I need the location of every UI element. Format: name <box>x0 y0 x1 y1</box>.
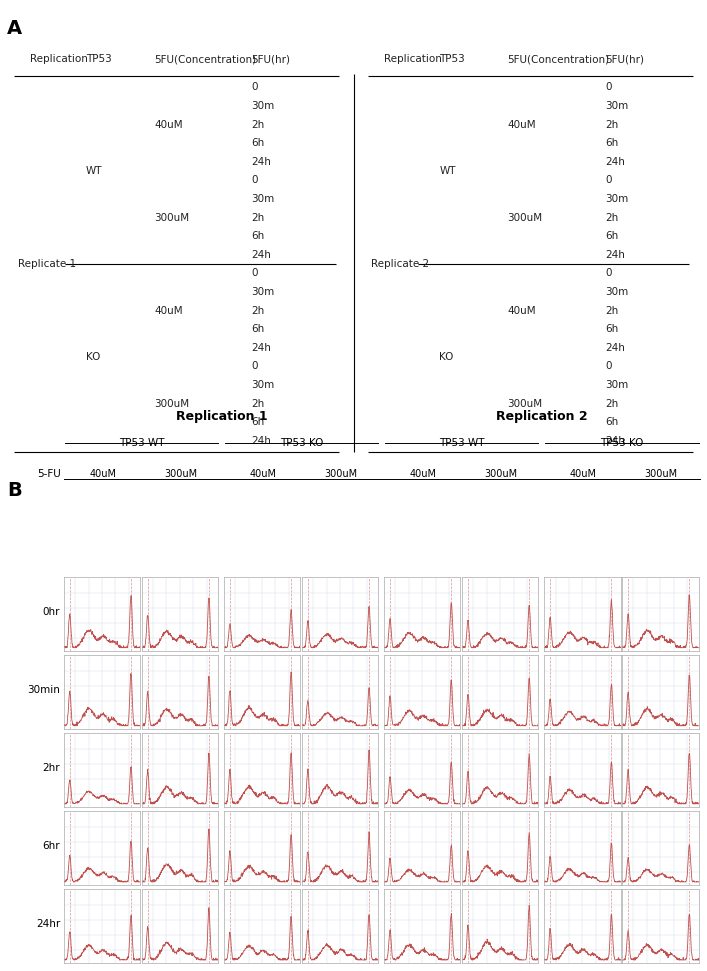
Text: TP53 KO: TP53 KO <box>600 438 643 449</box>
Text: 2h: 2h <box>252 119 265 130</box>
Text: 0: 0 <box>252 361 258 372</box>
Text: 300uM: 300uM <box>164 469 197 479</box>
Text: 0hr: 0hr <box>42 607 60 617</box>
Text: B: B <box>7 481 22 500</box>
Text: 6h: 6h <box>252 418 265 427</box>
Text: 24h: 24h <box>252 343 271 352</box>
Text: 40uM: 40uM <box>154 119 182 130</box>
Text: 300uM: 300uM <box>508 399 542 409</box>
Text: 30m: 30m <box>605 101 629 111</box>
Text: 5-FU: 5-FU <box>37 469 61 479</box>
Text: 30m: 30m <box>605 287 629 297</box>
Text: 2h: 2h <box>605 306 619 316</box>
Text: 0: 0 <box>252 176 258 185</box>
Text: 30m: 30m <box>605 194 629 204</box>
Text: 0: 0 <box>605 268 612 279</box>
Text: 40uM: 40uM <box>154 306 182 316</box>
Text: WT: WT <box>439 166 456 176</box>
Text: Replication: Replication <box>30 54 88 64</box>
Text: 2h: 2h <box>605 119 619 130</box>
Text: 6h: 6h <box>605 418 619 427</box>
Text: 300uM: 300uM <box>484 469 518 479</box>
Text: 30min: 30min <box>28 685 60 695</box>
Text: TP53: TP53 <box>439 54 465 64</box>
Text: 300uM: 300uM <box>508 213 542 222</box>
Text: 40uM: 40uM <box>508 306 536 316</box>
Text: WT: WT <box>86 166 103 176</box>
Text: 24h: 24h <box>252 436 271 446</box>
Text: 6h: 6h <box>252 324 265 334</box>
Text: A: A <box>7 18 22 38</box>
Text: 5FU(Concentration): 5FU(Concentration) <box>154 54 256 64</box>
Text: 24h: 24h <box>252 157 271 167</box>
Text: 0: 0 <box>605 83 612 92</box>
Text: 2h: 2h <box>252 213 265 222</box>
Text: 6h: 6h <box>252 231 265 241</box>
Text: 0: 0 <box>605 361 612 372</box>
Text: 24h: 24h <box>605 250 625 260</box>
Text: 40uM: 40uM <box>409 469 436 479</box>
Text: 2h: 2h <box>605 399 619 409</box>
Text: KO: KO <box>439 352 454 362</box>
Text: 24h: 24h <box>605 436 625 446</box>
Text: 2h: 2h <box>605 213 619 222</box>
Text: 5FU(Concentration): 5FU(Concentration) <box>508 54 609 64</box>
Text: 40uM: 40uM <box>250 469 276 479</box>
Text: 30m: 30m <box>252 194 275 204</box>
Text: Replicate 2: Replicate 2 <box>371 259 429 269</box>
Text: 30m: 30m <box>252 101 275 111</box>
Text: Replication 1: Replication 1 <box>176 411 267 423</box>
Text: 5FU(hr): 5FU(hr) <box>252 54 291 64</box>
Text: 40uM: 40uM <box>508 119 536 130</box>
Text: 24hr: 24hr <box>36 920 60 929</box>
Text: 300uM: 300uM <box>324 469 357 479</box>
Text: 0: 0 <box>605 176 612 185</box>
Text: 6hr: 6hr <box>42 841 60 852</box>
Text: TP53 WT: TP53 WT <box>439 438 484 449</box>
Text: Replicate 1: Replicate 1 <box>18 259 76 269</box>
Text: 6h: 6h <box>605 138 619 149</box>
Text: 24h: 24h <box>605 343 625 352</box>
Text: 24h: 24h <box>252 250 271 260</box>
Text: 30m: 30m <box>252 287 275 297</box>
Text: 40uM: 40uM <box>570 469 597 479</box>
Text: Replication 2: Replication 2 <box>496 411 588 423</box>
Text: 40uM: 40uM <box>89 469 116 479</box>
Text: 0: 0 <box>252 268 258 279</box>
Text: 30m: 30m <box>252 380 275 390</box>
Text: 2h: 2h <box>252 399 265 409</box>
Text: 300uM: 300uM <box>154 399 189 409</box>
Text: 24h: 24h <box>605 157 625 167</box>
Text: 0: 0 <box>252 83 258 92</box>
Text: KO: KO <box>86 352 100 362</box>
Text: 2h: 2h <box>252 306 265 316</box>
Text: TP53 KO: TP53 KO <box>280 438 323 449</box>
Text: TP53 WT: TP53 WT <box>119 438 164 449</box>
Text: TP53: TP53 <box>86 54 112 64</box>
Text: 5FU(hr): 5FU(hr) <box>605 54 644 64</box>
Text: 30m: 30m <box>605 380 629 390</box>
Text: 300uM: 300uM <box>644 469 677 479</box>
Text: 6h: 6h <box>605 231 619 241</box>
Text: 6h: 6h <box>252 138 265 149</box>
Text: 6h: 6h <box>605 324 619 334</box>
Text: 300uM: 300uM <box>154 213 189 222</box>
Text: 2hr: 2hr <box>42 763 60 773</box>
Text: Replication: Replication <box>384 54 442 64</box>
